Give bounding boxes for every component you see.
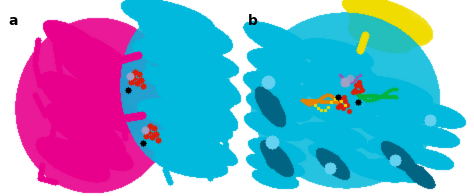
Text: b: b: [248, 14, 258, 28]
Text: a: a: [8, 14, 18, 28]
